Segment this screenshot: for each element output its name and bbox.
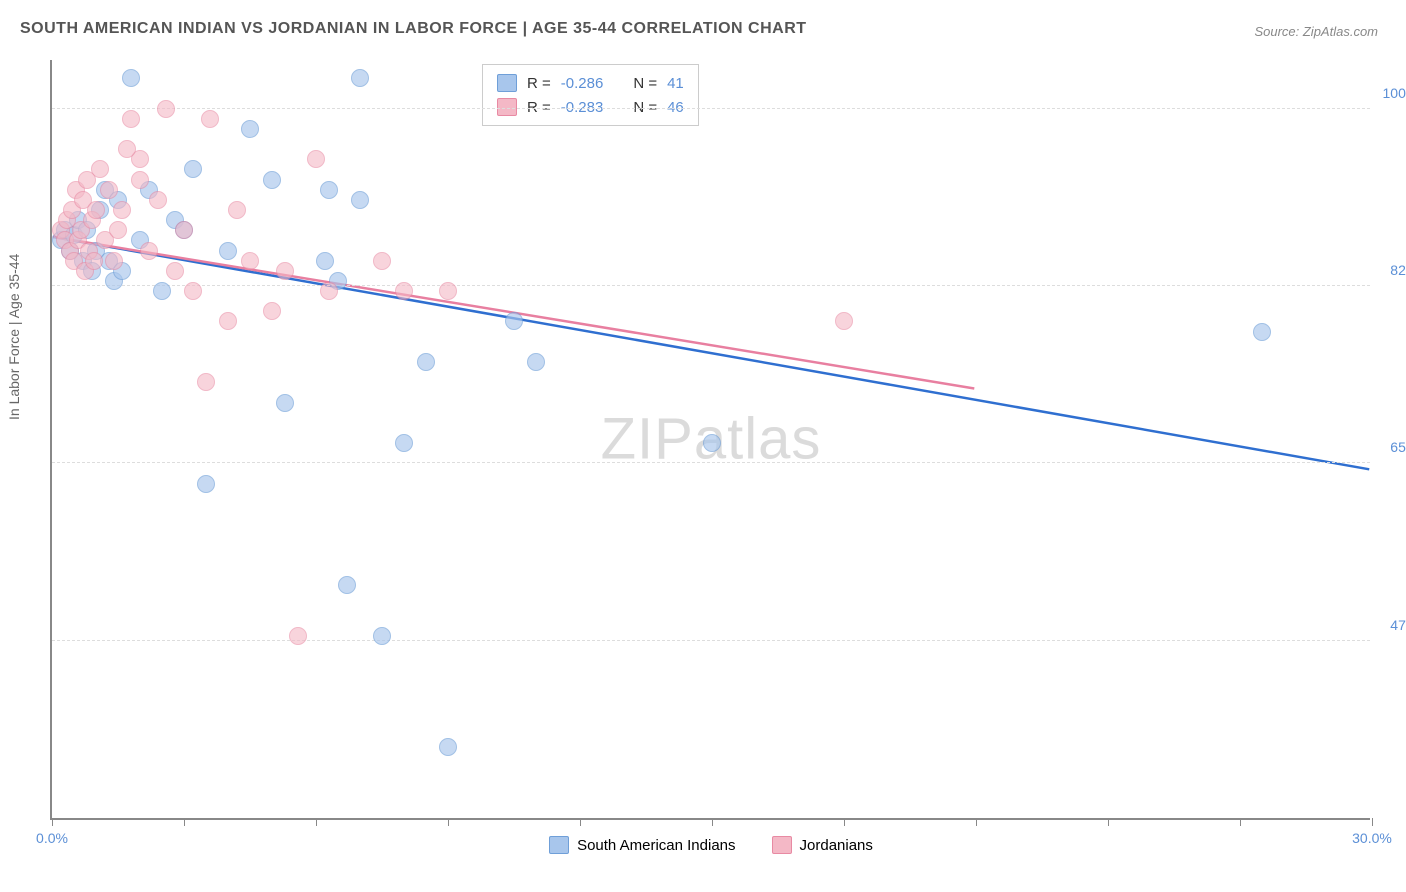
data-point [201,110,219,128]
data-point [316,252,334,270]
data-point [307,150,325,168]
x-tick [976,818,977,826]
legend-row: R = -0.286 N = 41 [497,71,684,95]
data-point [140,242,158,260]
data-point [109,221,127,239]
data-point [373,252,391,270]
data-point [276,394,294,412]
series-label: Jordanians [800,837,873,854]
data-point [87,201,105,219]
data-point [417,353,435,371]
data-point [219,242,237,260]
x-tick [1372,818,1373,826]
data-point [338,576,356,594]
data-point [122,69,140,87]
data-point [149,191,167,209]
data-point [276,262,294,280]
data-point [85,252,103,270]
data-point [351,191,369,209]
x-tick [1240,818,1241,826]
y-axis-label: In Labor Force | Age 35-44 [6,254,22,420]
data-point [241,120,259,138]
plot-area: ZIPatlas R =-0.286N =41R =-0.283N =46 So… [50,60,1370,820]
data-point [228,201,246,219]
legend-r-label: R = [527,75,551,92]
legend-swatch [549,836,569,854]
x-tick-label: 30.0% [1352,830,1392,846]
data-point [395,282,413,300]
data-point [153,282,171,300]
data-point [113,201,131,219]
data-point [439,282,457,300]
y-tick-label: 82.5% [1390,262,1406,278]
data-point [166,262,184,280]
chart-container: SOUTH AMERICAN INDIAN VS JORDANIAN IN LA… [0,0,1406,892]
x-tick [448,818,449,826]
x-tick [844,818,845,826]
source-label: Source: ZipAtlas.com [1254,24,1378,39]
data-point [241,252,259,270]
legend-n-label: N = [633,75,657,92]
series-label: South American Indians [577,837,735,854]
legend-swatch [772,836,792,854]
data-point [320,282,338,300]
x-tick [316,818,317,826]
x-tick [52,818,53,826]
data-point [835,312,853,330]
data-point [184,282,202,300]
series-legend-item: Jordanians [772,836,873,854]
x-tick [184,818,185,826]
legend-r-value: -0.286 [561,75,604,92]
data-point [373,627,391,645]
data-point [351,69,369,87]
gridline-h [52,108,1370,109]
data-point [263,302,281,320]
data-point [118,140,136,158]
y-tick-label: 100.0% [1383,85,1406,101]
data-point [91,160,109,178]
gridline-h [52,285,1370,286]
gridline-h [52,462,1370,463]
chart-title: SOUTH AMERICAN INDIAN VS JORDANIAN IN LA… [20,20,1386,38]
data-point [197,475,215,493]
legend-swatch [497,74,517,92]
data-point [131,171,149,189]
y-tick-label: 47.5% [1390,617,1406,633]
series-legend: South American Indians Jordanians [52,836,1370,858]
data-point [395,434,413,452]
data-point [197,373,215,391]
data-point [184,160,202,178]
data-point [1253,323,1271,341]
data-point [289,627,307,645]
x-tick [712,818,713,826]
data-point [105,252,123,270]
correlation-legend: R =-0.286N =41R =-0.283N =46 [482,64,699,126]
data-point [100,181,118,199]
data-point [439,738,457,756]
data-point [703,434,721,452]
data-point [175,221,193,239]
data-point [527,353,545,371]
x-tick-label: 0.0% [36,830,68,846]
legend-n-value: 41 [667,75,684,92]
data-point [122,110,140,128]
x-tick [580,818,581,826]
data-point [505,312,523,330]
gridline-h [52,640,1370,641]
data-point [219,312,237,330]
series-legend-item: South American Indians [549,836,735,854]
data-point [263,171,281,189]
y-tick-label: 65.0% [1390,439,1406,455]
data-point [157,100,175,118]
x-tick [1108,818,1109,826]
data-point [320,181,338,199]
